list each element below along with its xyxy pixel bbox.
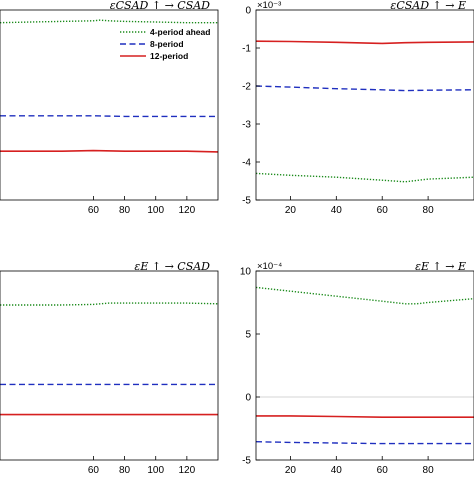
series-line-1	[256, 40, 474, 45]
plot-frame	[255, 9, 474, 201]
x-tick-label: 40	[331, 205, 343, 216]
x-tick-label: 20	[285, 465, 297, 474]
series-line-3	[0, 149, 218, 153]
y-exponent-label: ×10⁻³	[257, 0, 281, 11]
plot-frame	[0, 9, 219, 201]
x-tick-label: 120	[179, 205, 196, 216]
x-tick-label: 20	[285, 205, 297, 216]
series-line-2	[256, 85, 474, 92]
chart-panel-1: 60 80 100 120 εCSAD ↑ → CSAD 4-period ahead 8-…	[0, 0, 219, 216]
y-tick-label: -5	[242, 196, 251, 207]
chart-panel-3: 60 80 100 120 εE ↑ → CSAD	[0, 260, 219, 476]
y-exponent-label: ×10⁻⁴	[257, 261, 282, 272]
y-tick-label: -3	[242, 120, 251, 131]
x-tick-label: 60	[88, 205, 100, 216]
y-tick-label: -2	[242, 82, 251, 93]
series-line-1	[256, 286, 474, 305]
x-tick-label: 80	[423, 205, 435, 216]
y-tick-label: -1	[242, 44, 251, 55]
series-group	[256, 40, 474, 183]
y-tick-label: 0	[245, 393, 251, 404]
x-tick-label: 80	[119, 205, 131, 216]
panel-title: εCSAD ↑ → E	[390, 0, 466, 12]
x-tick-label: 120	[179, 465, 196, 474]
x-tick-label: 60	[377, 465, 389, 474]
chart-panel-2: 20 40 60 80 0 -1 -2 -3 -4 -5 ×10⁻³ εCSAD ↑ → E	[242, 0, 474, 216]
series-line-2	[256, 415, 474, 418]
series-line-3	[256, 172, 474, 183]
plot-frame	[255, 270, 474, 461]
chart-panel-4: 20 40 60 80 10 5 0 -5 ×10⁻⁴ εE ↑ → E	[240, 260, 474, 476]
series-line-1	[0, 19, 218, 24]
series-line-1	[0, 302, 218, 306]
x-tick-label: 60	[88, 465, 100, 474]
legend-label-3: 12-period	[150, 51, 188, 61]
x-tick-label: 40	[331, 465, 343, 474]
series-group	[256, 286, 474, 445]
legend: 4-period ahead 8-period 12-period	[120, 27, 210, 61]
series-group	[0, 19, 218, 153]
y-tick-label: -5	[242, 456, 251, 467]
panel-title: εE ↑ → E	[415, 260, 466, 273]
x-tick-label: 100	[147, 465, 164, 474]
panel-title: εE ↑ → CSAD	[134, 260, 210, 273]
panel-title: εCSAD ↑ → CSAD	[110, 0, 210, 12]
y-tick-label: 0	[245, 6, 251, 17]
x-tick-label: 100	[147, 205, 164, 216]
y-tick-label: -4	[242, 158, 251, 169]
y-tick-label: 5	[245, 330, 251, 341]
series-line-3	[256, 441, 474, 445]
y-tick-label: 10	[240, 267, 252, 278]
series-line-2	[0, 115, 218, 118]
x-tick-label: 80	[119, 465, 131, 474]
plot-frame	[0, 270, 219, 461]
legend-label-2: 8-period	[150, 39, 184, 49]
x-tick-label: 80	[423, 465, 435, 474]
series-group	[0, 302, 218, 416]
legend-label-1: 4-period ahead	[150, 27, 210, 37]
x-tick-label: 60	[377, 205, 389, 216]
